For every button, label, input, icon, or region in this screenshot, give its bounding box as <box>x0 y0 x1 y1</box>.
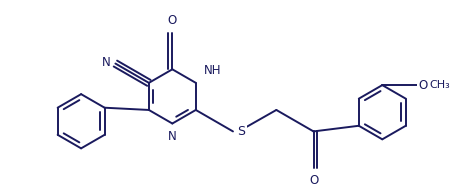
Text: O: O <box>167 14 177 27</box>
Text: O: O <box>308 174 318 187</box>
Text: O: O <box>418 79 427 92</box>
Text: N: N <box>102 56 111 69</box>
Text: S: S <box>237 125 245 138</box>
Text: N: N <box>167 130 177 143</box>
Text: CH₃: CH₃ <box>429 80 450 90</box>
Text: NH: NH <box>203 64 221 77</box>
